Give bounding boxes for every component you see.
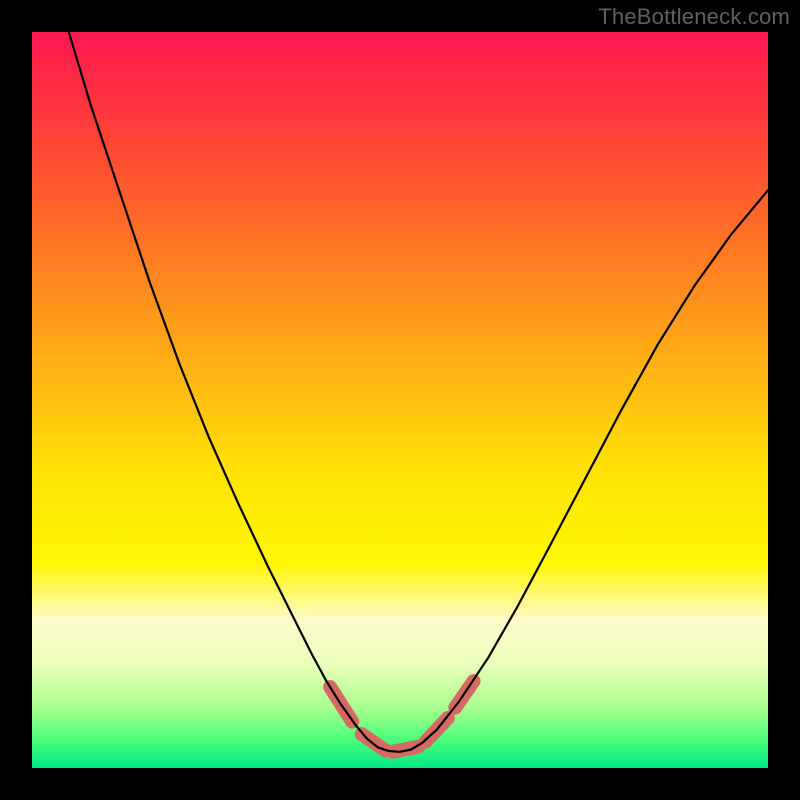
- gradient-background: [32, 32, 768, 768]
- bottleneck-chart-svg: [0, 0, 800, 800]
- chart-frame: TheBottleneck.com: [0, 0, 800, 800]
